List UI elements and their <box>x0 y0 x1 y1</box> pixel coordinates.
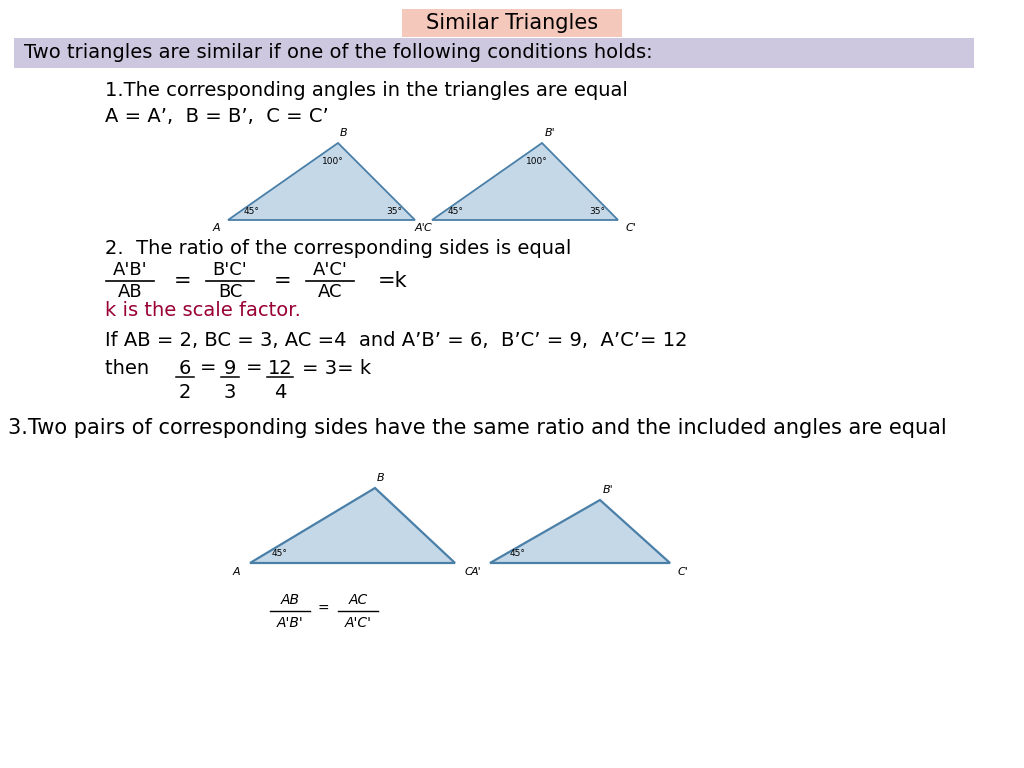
Text: 3.Two pairs of corresponding sides have the same ratio and the included angles a: 3.Two pairs of corresponding sides have … <box>8 418 947 438</box>
Text: A: A <box>212 223 220 233</box>
Text: A'C': A'C' <box>344 616 372 630</box>
Text: C: C <box>423 223 431 233</box>
Text: AC: AC <box>348 593 368 607</box>
Text: A'C': A'C' <box>312 261 347 279</box>
Text: A: A <box>232 567 240 577</box>
Text: If AB = 2, BC = 3, AC =4  and A’B’ = 6,  B’C’ = 9,  A’C’= 12: If AB = 2, BC = 3, AC =4 and A’B’ = 6, B… <box>105 332 687 350</box>
Text: AB: AB <box>118 283 142 301</box>
Text: A'B': A'B' <box>276 616 303 630</box>
Text: B'C': B'C' <box>213 261 248 279</box>
Text: 2: 2 <box>179 383 191 402</box>
Text: 45°: 45° <box>244 207 260 217</box>
Text: 100°: 100° <box>526 157 548 165</box>
Polygon shape <box>250 488 455 563</box>
Text: B: B <box>377 473 385 483</box>
Text: =k: =k <box>378 271 408 291</box>
Text: A'B': A'B' <box>113 261 147 279</box>
Text: A = A’,  B = B’,  C = C’: A = A’, B = B’, C = C’ <box>105 107 329 125</box>
Text: 4: 4 <box>273 383 286 402</box>
Text: 6: 6 <box>179 359 191 378</box>
Text: BC: BC <box>218 283 243 301</box>
Text: A': A' <box>471 567 481 577</box>
Polygon shape <box>432 143 618 220</box>
Text: 1.The corresponding angles in the triangles are equal: 1.The corresponding angles in the triang… <box>105 81 628 100</box>
FancyBboxPatch shape <box>14 38 974 68</box>
Text: AC: AC <box>317 283 342 301</box>
Text: Similar Triangles: Similar Triangles <box>426 13 598 33</box>
Polygon shape <box>228 143 415 220</box>
Text: 45°: 45° <box>449 207 464 217</box>
FancyBboxPatch shape <box>402 9 622 37</box>
Text: AB: AB <box>281 593 299 607</box>
Text: =: = <box>174 271 191 291</box>
Text: 2.  The ratio of the corresponding sides is equal: 2. The ratio of the corresponding sides … <box>105 239 571 257</box>
Text: =: = <box>274 271 292 291</box>
Text: 100°: 100° <box>323 157 344 165</box>
Text: Two triangles are similar if one of the following conditions holds:: Two triangles are similar if one of the … <box>24 44 652 62</box>
Text: then: then <box>105 359 156 378</box>
Text: 3: 3 <box>224 383 237 402</box>
Text: 35°: 35° <box>589 207 605 217</box>
Text: C': C' <box>626 223 636 233</box>
Text: B': B' <box>603 485 613 495</box>
Text: 45°: 45° <box>510 548 526 558</box>
Polygon shape <box>490 500 670 563</box>
Text: C': C' <box>678 567 688 577</box>
Text: =: = <box>200 359 216 378</box>
Text: = 3= k: = 3= k <box>302 359 371 378</box>
Text: =: = <box>317 602 329 616</box>
Text: =: = <box>246 359 262 378</box>
Text: C: C <box>464 567 472 577</box>
Text: 35°: 35° <box>386 207 402 217</box>
Text: k is the scale factor.: k is the scale factor. <box>105 302 301 320</box>
Text: B': B' <box>545 128 555 138</box>
Text: 9: 9 <box>224 359 237 378</box>
Text: B: B <box>340 128 348 138</box>
Text: 45°: 45° <box>272 548 288 558</box>
Text: A': A' <box>415 223 425 233</box>
Text: 12: 12 <box>267 359 293 378</box>
